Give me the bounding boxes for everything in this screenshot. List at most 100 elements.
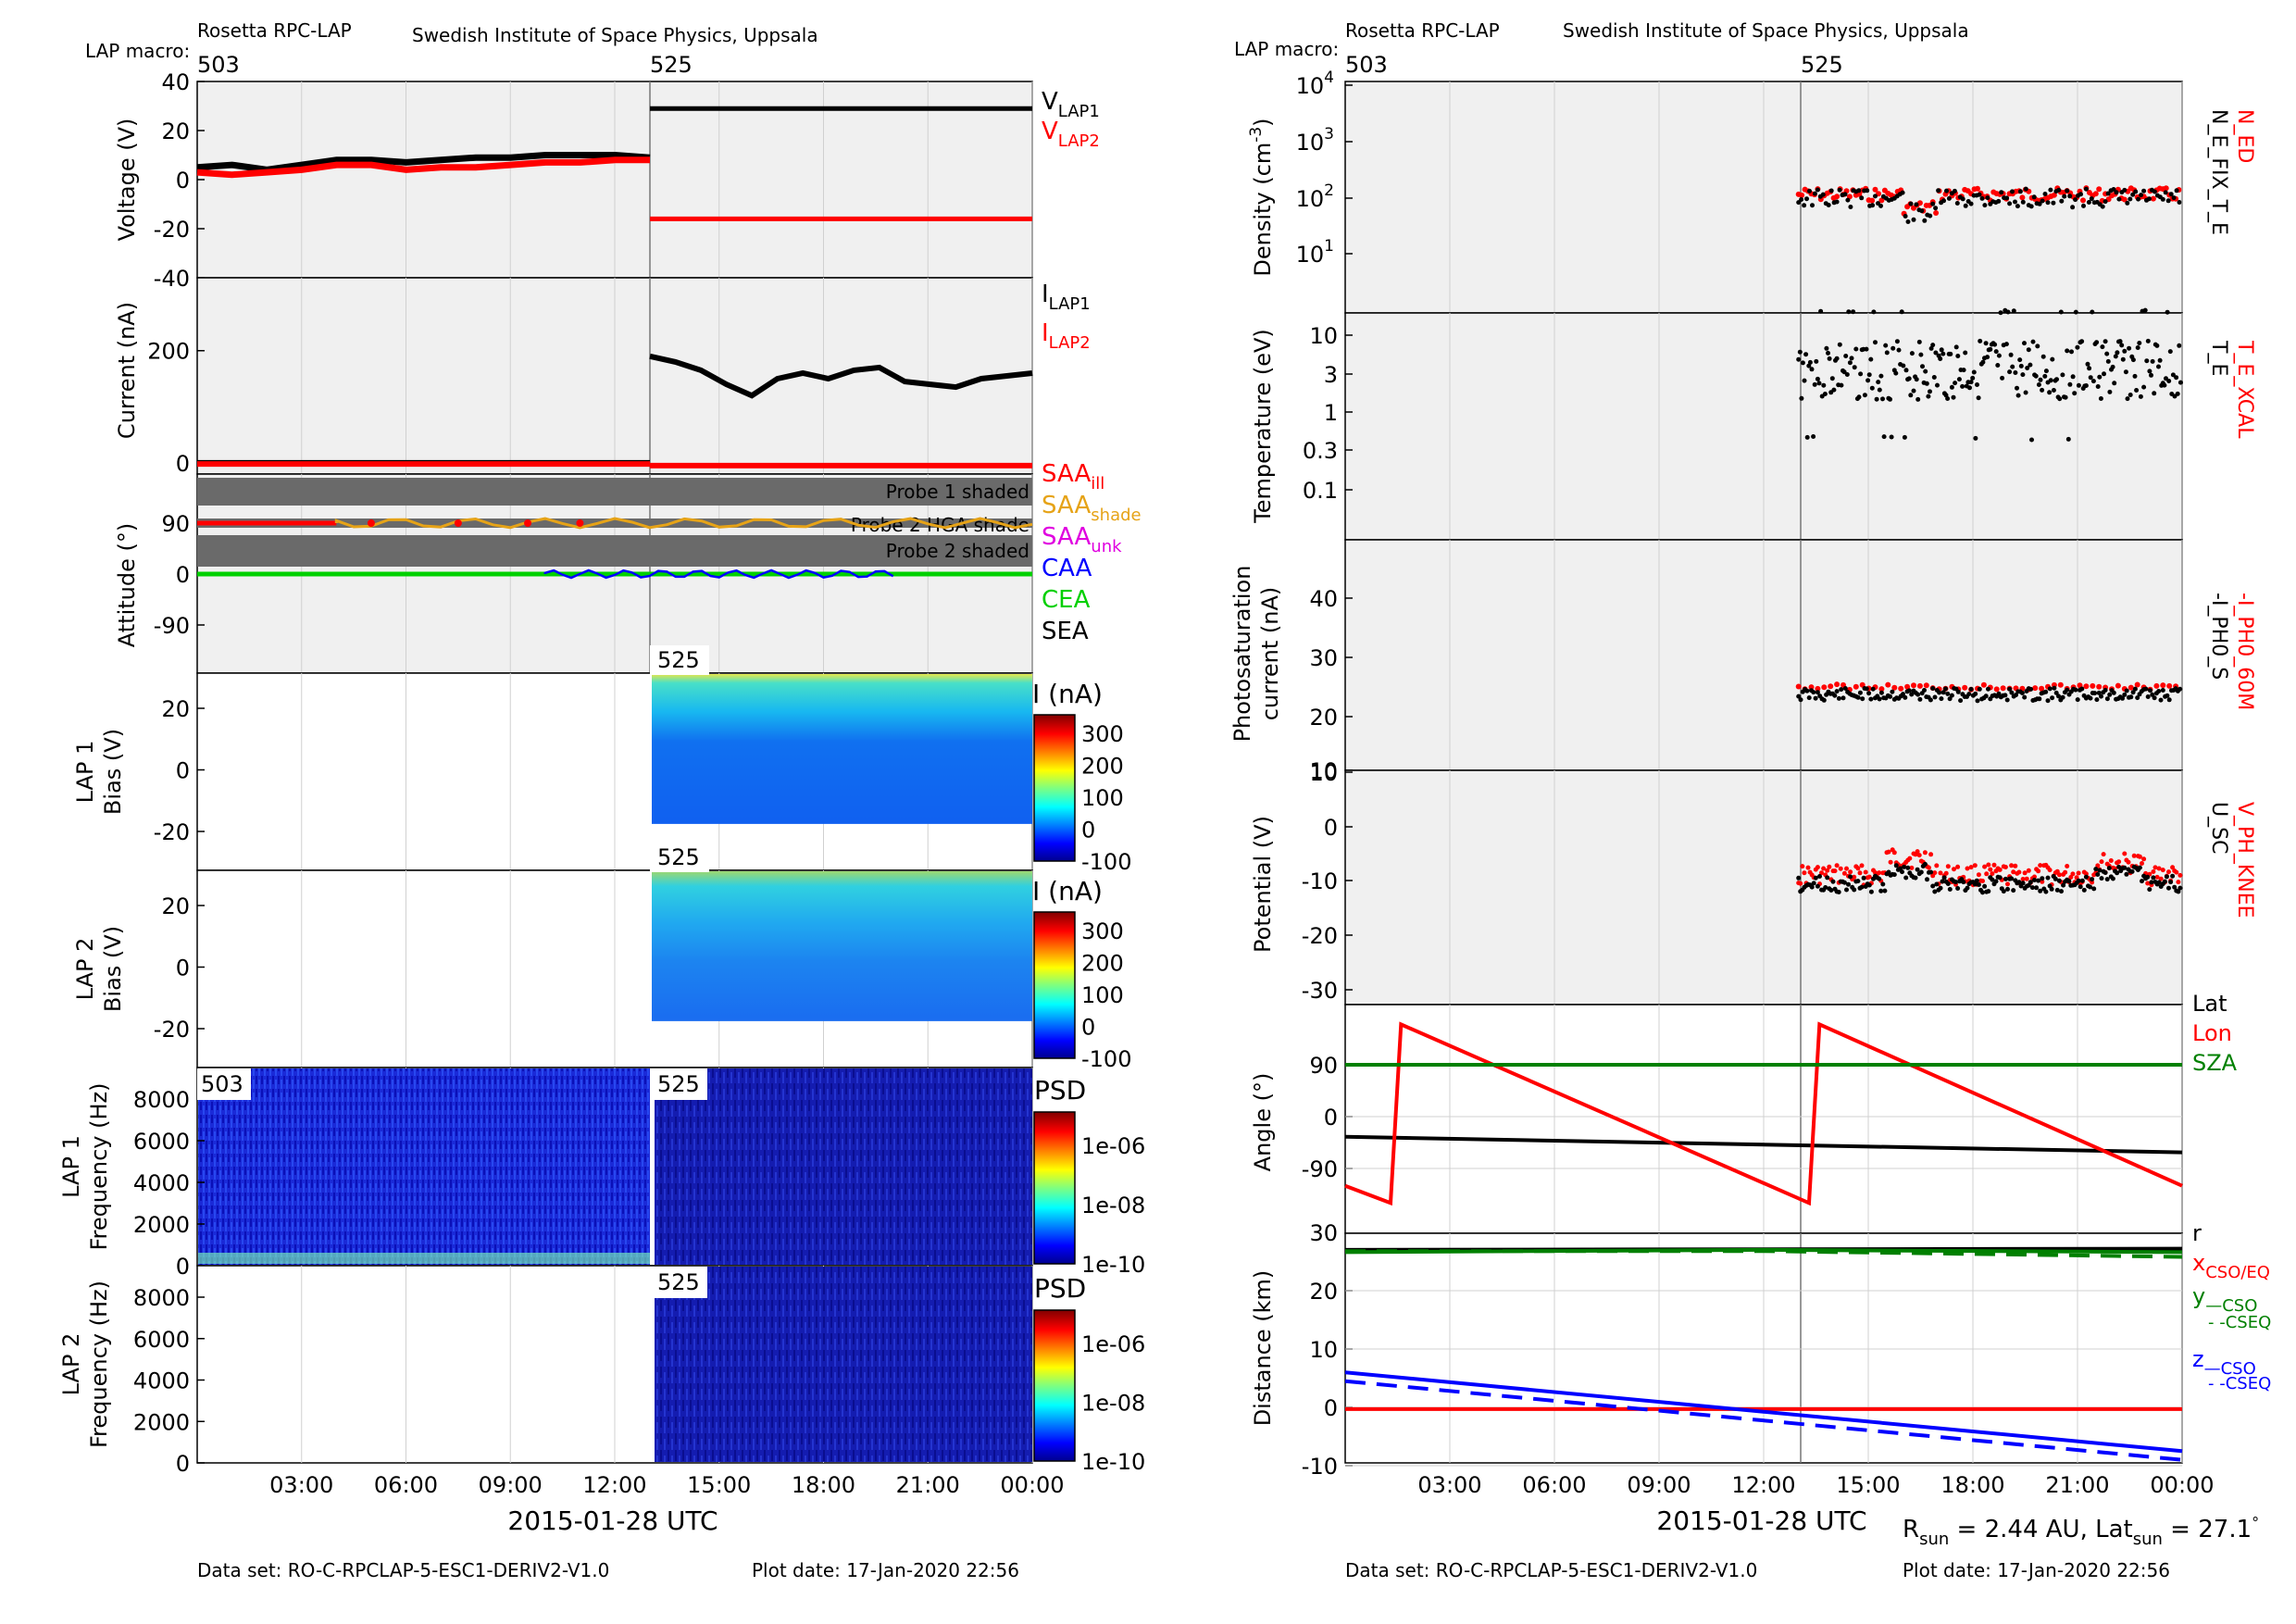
potential-point-black [2106,866,2112,871]
psd1-ytick-label: 2000 [133,1212,190,1238]
temperature-point [2029,437,2034,443]
photo-point-black [2156,689,2162,693]
density-point-n-e-fix [2013,199,2017,205]
temperature-point [1926,394,1931,399]
photo-point-red [1885,681,1891,688]
photo-point-black [1915,692,1921,697]
photo-point-black [2004,697,2010,703]
temperature-point [2175,391,2180,396]
potential-point-red [1991,862,1997,868]
photo-ytick-label: 30 [1309,645,1338,671]
density-point-n-e-fix [2067,194,2073,199]
potential-point-red [2009,863,2015,868]
potential-point-red [1825,868,1830,873]
sweep2-colorbar [1033,911,1076,1059]
voltage-legend-main: V [1042,118,1058,145]
photo-point-black [1864,686,1869,692]
temperature-point [1983,341,1989,346]
photo-point-red [1891,684,1898,691]
potential-point-red [1815,865,1820,870]
photo-point-black [1973,691,1978,696]
density-point-n-e-fix [2133,189,2139,194]
temperature-point [2057,396,2063,402]
potential-point-red [1934,863,1940,868]
temperature-point [1933,350,1939,356]
potential-point-black [2016,880,2022,885]
density-point-n-e-fix [2128,196,2133,202]
density-point-n-e-fix [1933,206,1939,211]
density-point-n-e-fix [2070,205,2076,210]
photo-point-black [1939,696,1944,702]
density-point-n-e-fix [2103,199,2108,205]
photo-point-red [2057,681,2064,688]
density-point-n-e-fix [1810,203,1815,208]
temperature-point [1877,387,1882,393]
density-point-n-e-fix [1922,218,1928,223]
density-point-n-e-fix [2040,198,2045,204]
potential-point-black [1980,890,1985,895]
density-point-n-e-fix [1900,190,1905,195]
temperature-point [1874,396,1879,402]
right-time-tick: 06:00 [1522,1472,1586,1498]
photo-point-black [1860,696,1866,702]
temperature-point [2010,364,2015,369]
potential-point-black [1877,876,1882,881]
temperature-point [2060,372,2065,378]
potential-point-red [2040,879,2045,884]
potential-point-black [1961,880,1966,885]
current-legend-main: I [1042,281,1049,308]
potential-point-red [2022,870,2028,876]
temperature-point [1906,376,1912,381]
density-point-n-ed [1975,185,1980,192]
temperature-point [2008,352,2014,357]
distance-series-z CSO [1344,1370,2183,1454]
temperature-point [2069,349,2074,355]
temperature-point [2030,339,2036,344]
potential-point-red [2176,880,2181,885]
potential-point-black [2151,875,2156,881]
potential-point-black [2110,876,2115,881]
right-time-tick: 21:00 [2045,1472,2109,1498]
current-ytick-label: 0 [176,451,190,477]
current-ytick-label: 200 [147,339,190,365]
right-time-tick: 00:00 [2150,1472,2214,1498]
macro-label-right: LAP macro: [1234,38,1339,60]
psd2-cbar-tick: 1e-06 [1081,1331,1145,1357]
potential-point-red [2170,865,2176,870]
temperature-point [2087,366,2092,371]
macro-525-label: 525 [650,52,693,78]
temperature-point [1816,381,1822,386]
potential-point-black [1815,883,1820,889]
attitude-legend-main: CEA [1042,586,1091,614]
photo-point-black [1804,688,1810,693]
footer-dataset: Data set: RO-C-RPCLAP-5-ESC1-DERIV2-V1.0 [197,1559,609,1581]
potential-point-red [2122,851,2128,856]
temperature-point [2095,384,2101,389]
temperature-point [1976,395,1981,401]
photo-point-red [1923,682,1929,689]
distance-ylabel: Distance (km) [1250,1270,1276,1427]
temperature-point [1971,369,1977,375]
potential-point-black [1922,861,1928,867]
potential-point-black [2029,885,2035,891]
attitude-legend-main: SEA [1042,618,1089,645]
potential-point-black [1893,863,1899,868]
temperature-point [1995,363,2001,368]
potential-point-red [2003,865,2008,869]
photo-point-black [1958,698,1964,704]
photo-ylabel: Photosaturation [1229,566,1255,743]
potential-point-black [2095,872,2101,877]
temperature-point [1866,372,1872,378]
density-point-n-ed [1799,192,1805,198]
temperature-point [1939,347,1944,353]
angle-series-Lat [1344,1134,2183,1155]
potential-point-black [2036,878,2041,883]
potential-point-red [1805,865,1811,870]
density-point-n-e-fix [2037,201,2042,206]
density-point-n-ed [1869,197,1876,204]
temperature-point [1931,375,1937,380]
potential-point-black [1945,881,1951,886]
potential-point-red [2158,876,2164,881]
temperature-point [1856,394,1862,400]
potential-legend-red: V_PH_KNEE [2233,802,2256,918]
